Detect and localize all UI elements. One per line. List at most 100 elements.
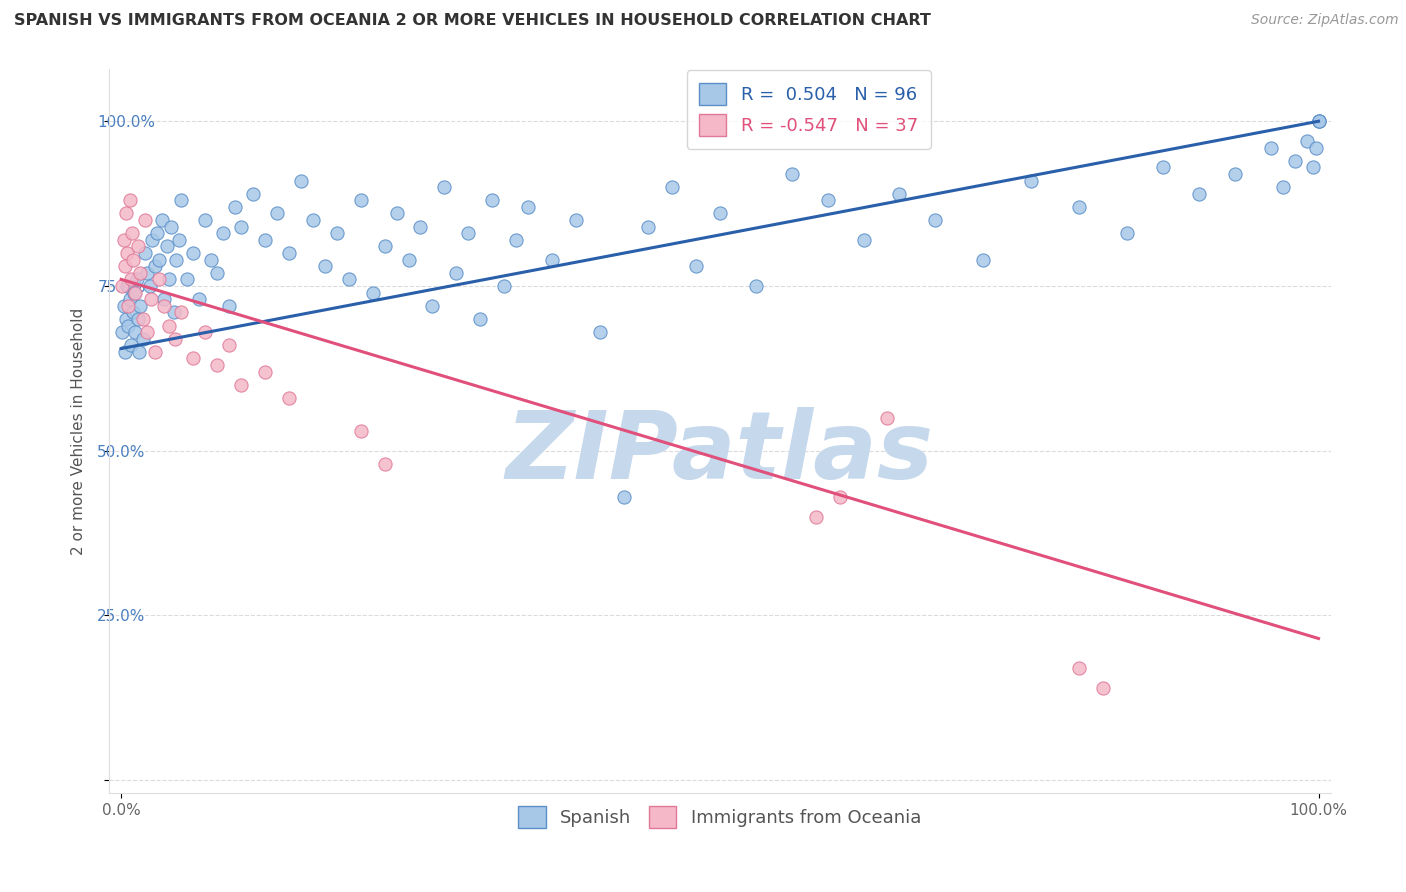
Point bbox=[156, 239, 179, 253]
Point bbox=[218, 338, 240, 352]
Point bbox=[122, 305, 145, 319]
Point bbox=[398, 252, 420, 267]
Point bbox=[124, 325, 146, 339]
Point bbox=[122, 252, 145, 267]
Point bbox=[1308, 114, 1330, 128]
Point bbox=[194, 213, 217, 227]
Point bbox=[374, 457, 396, 471]
Point bbox=[115, 246, 138, 260]
Point bbox=[1271, 180, 1294, 194]
Point bbox=[153, 299, 176, 313]
Point bbox=[121, 226, 143, 240]
Point bbox=[924, 213, 946, 227]
Point bbox=[481, 194, 503, 208]
Point bbox=[111, 279, 134, 293]
Point bbox=[1284, 153, 1306, 168]
Point bbox=[167, 233, 190, 247]
Point bbox=[115, 206, 138, 220]
Point bbox=[212, 226, 235, 240]
Point bbox=[337, 272, 360, 286]
Point bbox=[143, 344, 166, 359]
Point bbox=[1260, 140, 1282, 154]
Point bbox=[141, 233, 163, 247]
Point bbox=[181, 351, 204, 366]
Point bbox=[170, 194, 193, 208]
Point bbox=[876, 410, 898, 425]
Point bbox=[117, 318, 139, 333]
Point bbox=[131, 312, 153, 326]
Point bbox=[361, 285, 384, 300]
Point bbox=[153, 292, 176, 306]
Point bbox=[565, 213, 588, 227]
Point bbox=[127, 312, 149, 326]
Text: ZIPatlas: ZIPatlas bbox=[506, 407, 934, 499]
Point bbox=[139, 279, 162, 293]
Point bbox=[889, 186, 911, 201]
Y-axis label: 2 or more Vehicles in Household: 2 or more Vehicles in Household bbox=[72, 308, 86, 555]
Point bbox=[972, 252, 994, 267]
Point bbox=[118, 194, 141, 208]
Point bbox=[1188, 186, 1211, 201]
Point bbox=[181, 246, 204, 260]
Point bbox=[114, 259, 136, 273]
Point bbox=[613, 490, 636, 504]
Point bbox=[1019, 173, 1042, 187]
Point bbox=[124, 285, 146, 300]
Point bbox=[224, 200, 246, 214]
Point bbox=[1152, 161, 1174, 175]
Point bbox=[194, 325, 217, 339]
Point bbox=[112, 233, 135, 247]
Text: Source: ZipAtlas.com: Source: ZipAtlas.com bbox=[1251, 13, 1399, 28]
Point bbox=[517, 200, 540, 214]
Point bbox=[188, 292, 211, 306]
Point bbox=[314, 259, 336, 273]
Point bbox=[129, 266, 152, 280]
Point bbox=[277, 246, 299, 260]
Point bbox=[661, 180, 683, 194]
Point bbox=[160, 219, 183, 234]
Point bbox=[117, 299, 139, 313]
Point bbox=[828, 490, 851, 504]
Point bbox=[114, 344, 136, 359]
Point bbox=[148, 272, 170, 286]
Text: SPANISH VS IMMIGRANTS FROM OCEANIA 2 OR MORE VEHICLES IN HOUSEHOLD CORRELATION C: SPANISH VS IMMIGRANTS FROM OCEANIA 2 OR … bbox=[14, 13, 931, 29]
Point bbox=[1305, 140, 1327, 154]
Point bbox=[290, 173, 312, 187]
Point bbox=[163, 332, 186, 346]
Point bbox=[242, 186, 264, 201]
Point bbox=[589, 325, 612, 339]
Point bbox=[131, 332, 153, 346]
Legend: Spanish, Immigrants from Oceania: Spanish, Immigrants from Oceania bbox=[512, 798, 928, 835]
Point bbox=[685, 259, 707, 273]
Point bbox=[115, 312, 138, 326]
Point bbox=[205, 266, 228, 280]
Point bbox=[494, 279, 516, 293]
Point bbox=[136, 266, 159, 280]
Point bbox=[470, 312, 492, 326]
Point bbox=[637, 219, 659, 234]
Point bbox=[139, 292, 162, 306]
Point bbox=[128, 344, 150, 359]
Point bbox=[253, 365, 276, 379]
Point bbox=[134, 246, 156, 260]
Point bbox=[1308, 114, 1330, 128]
Point bbox=[817, 194, 839, 208]
Point bbox=[112, 299, 135, 313]
Point bbox=[127, 239, 149, 253]
Point bbox=[457, 226, 479, 240]
Point bbox=[1302, 161, 1324, 175]
Point bbox=[852, 233, 875, 247]
Point bbox=[780, 167, 803, 181]
Point bbox=[205, 358, 228, 372]
Point bbox=[157, 318, 180, 333]
Point bbox=[165, 252, 187, 267]
Point bbox=[176, 272, 198, 286]
Point bbox=[124, 285, 146, 300]
Point bbox=[120, 338, 142, 352]
Point bbox=[804, 509, 827, 524]
Point bbox=[541, 252, 564, 267]
Point bbox=[349, 194, 371, 208]
Point bbox=[385, 206, 408, 220]
Point bbox=[1308, 114, 1330, 128]
Point bbox=[111, 325, 134, 339]
